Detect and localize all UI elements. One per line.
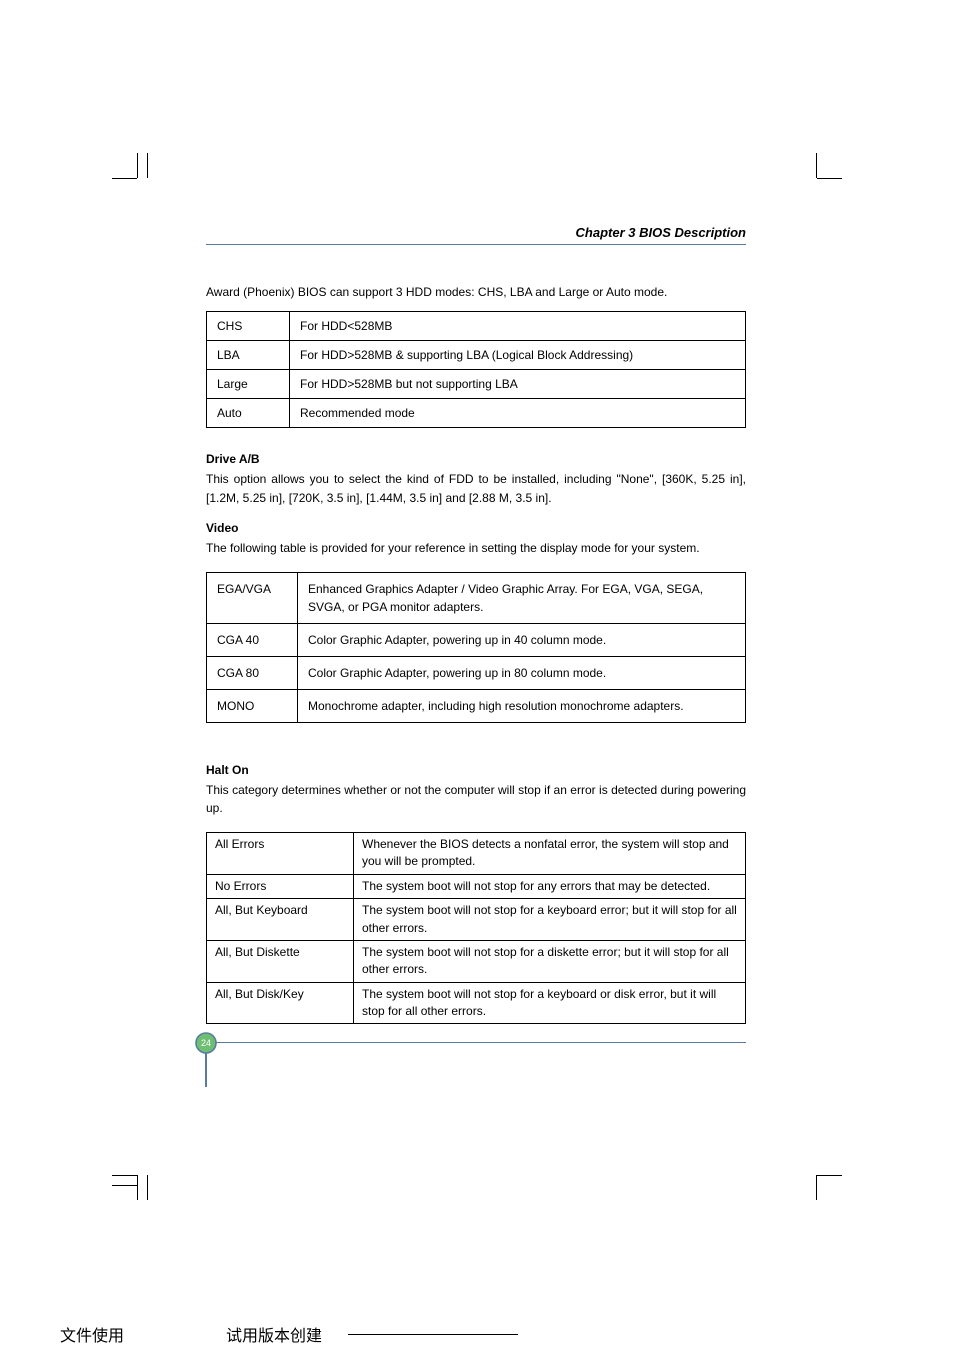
desc-cell: The system boot will not stop for a keyb… xyxy=(354,899,746,941)
crop-mark xyxy=(137,153,138,178)
table-row: AutoRecommended mode xyxy=(207,399,746,428)
table-row: All, But KeyboardThe system boot will no… xyxy=(207,899,746,941)
watermark-left: 文件使用 xyxy=(60,1322,124,1346)
desc-cell: Monochrome adapter, including high resol… xyxy=(298,689,746,722)
desc-cell: Color Graphic Adapter, powering up in 80… xyxy=(298,656,746,689)
mode-cell: All Errors xyxy=(207,832,354,874)
drive-body: This option allows you to select the kin… xyxy=(206,470,746,507)
mode-cell: MONO xyxy=(207,689,298,722)
halt-body: This category determines whether or not … xyxy=(206,781,746,818)
video-table: EGA/VGAEnhanced Graphics Adapter / Video… xyxy=(206,572,746,723)
mode-cell: No Errors xyxy=(207,874,354,898)
video-body: The following table is provided for your… xyxy=(206,539,746,558)
table-row: CHSFor HDD<528MB xyxy=(207,312,746,341)
mode-cell: All, But Disk/Key xyxy=(207,982,354,1024)
page-content: Chapter 3 BIOS Description Award (Phoeni… xyxy=(206,225,746,1043)
table-row: LargeFor HDD>528MB but not supporting LB… xyxy=(207,370,746,399)
watermark-line xyxy=(348,1334,518,1335)
table-row: All ErrorsWhenever the BIOS detects a no… xyxy=(207,832,746,874)
desc-cell: The system boot will not stop for any er… xyxy=(354,874,746,898)
footer-rule: 24 xyxy=(206,1042,746,1043)
drive-title: Drive A/B xyxy=(206,452,746,466)
desc-cell: For HDD>528MB but not supporting LBA xyxy=(290,370,746,399)
crop-mark xyxy=(112,178,137,179)
crop-mark xyxy=(147,1175,148,1200)
table-row: All, But Disk/KeyThe system boot will no… xyxy=(207,982,746,1024)
mode-cell: LBA xyxy=(207,341,290,370)
table-row: MONOMonochrome adapter, including high r… xyxy=(207,689,746,722)
desc-cell: For HDD>528MB & supporting LBA (Logical … xyxy=(290,341,746,370)
desc-cell: The system boot will not stop for a keyb… xyxy=(354,982,746,1024)
table-row: LBAFor HDD>528MB & supporting LBA (Logic… xyxy=(207,341,746,370)
video-title: Video xyxy=(206,521,746,535)
desc-cell: Recommended mode xyxy=(290,399,746,428)
desc-cell: The system boot will not stop for a disk… xyxy=(354,940,746,982)
crop-mark xyxy=(147,153,148,178)
mode-cell: Large xyxy=(207,370,290,399)
footer-stem xyxy=(205,1053,207,1087)
crop-mark xyxy=(816,153,817,178)
mode-cell: All, But Diskette xyxy=(207,940,354,982)
mode-cell: Auto xyxy=(207,399,290,428)
crop-mark xyxy=(817,1175,842,1176)
mode-cell: CGA 80 xyxy=(207,656,298,689)
desc-cell: Whenever the BIOS detects a nonfatal err… xyxy=(354,832,746,874)
crop-mark xyxy=(816,1175,817,1200)
table-row: All, But DisketteThe system boot will no… xyxy=(207,940,746,982)
mode-cell: EGA/VGA xyxy=(207,572,298,623)
crop-mark xyxy=(112,1175,137,1176)
table-row: EGA/VGAEnhanced Graphics Adapter / Video… xyxy=(207,572,746,623)
watermark-mid: 试用版本创建 xyxy=(226,1322,322,1346)
crop-mark xyxy=(137,1175,138,1200)
crop-mark xyxy=(112,1185,137,1186)
desc-cell: Color Graphic Adapter, powering up in 40… xyxy=(298,623,746,656)
mode-cell: All, But Keyboard xyxy=(207,899,354,941)
page-number-badge: 24 xyxy=(194,1031,218,1055)
chapter-header: Chapter 3 BIOS Description xyxy=(206,225,746,245)
mode-cell: CHS xyxy=(207,312,290,341)
page-number: 24 xyxy=(201,1038,211,1048)
table-row: No ErrorsThe system boot will not stop f… xyxy=(207,874,746,898)
crop-mark xyxy=(817,178,842,179)
mode-cell: CGA 40 xyxy=(207,623,298,656)
desc-cell: For HDD<528MB xyxy=(290,312,746,341)
table-row: CGA 80Color Graphic Adapter, powering up… xyxy=(207,656,746,689)
table-row: CGA 40Color Graphic Adapter, powering up… xyxy=(207,623,746,656)
desc-cell: Enhanced Graphics Adapter / Video Graphi… xyxy=(298,572,746,623)
halt-title: Halt On xyxy=(206,763,746,777)
halt-table: All ErrorsWhenever the BIOS detects a no… xyxy=(206,832,746,1025)
intro-text: Award (Phoenix) BIOS can support 3 HDD m… xyxy=(206,283,746,301)
hdd-modes-table: CHSFor HDD<528MB LBAFor HDD>528MB & supp… xyxy=(206,311,746,428)
